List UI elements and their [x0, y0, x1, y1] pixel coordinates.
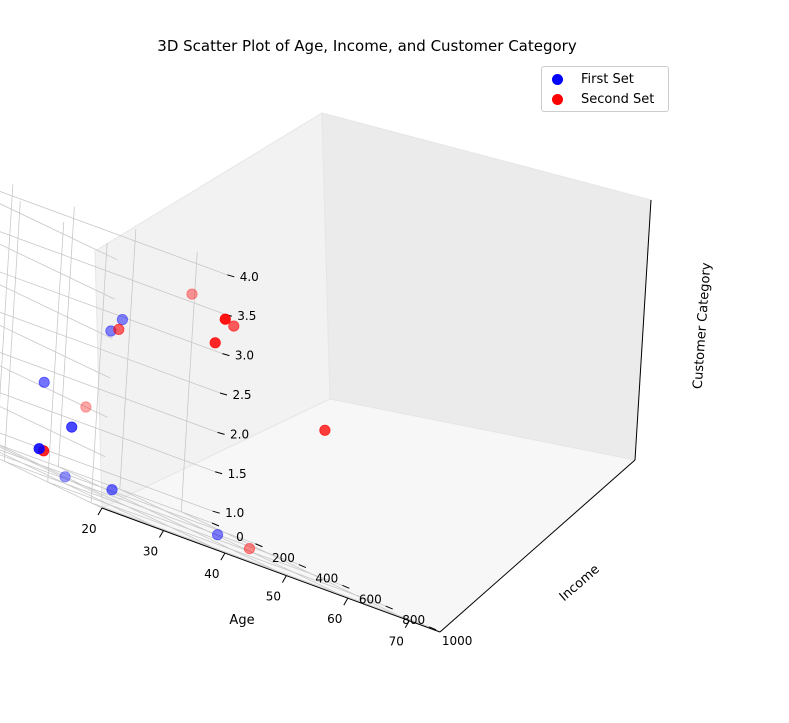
- x-tick-label: 20: [81, 522, 96, 536]
- grid-line-age: [0, 458, 103, 509]
- grid-line-category: [0, 311, 221, 394]
- grid-line-category: [0, 284, 113, 339]
- axes: [101, 199, 652, 633]
- grid-line-category: [0, 392, 216, 473]
- x-tick-label: 50: [266, 590, 281, 604]
- tick-marks: [97, 274, 437, 631]
- data-point-second-set: [80, 401, 92, 413]
- x-tick-mark: [159, 530, 164, 538]
- grid-line-income: [91, 502, 430, 628]
- data-point-second-set: [243, 542, 256, 555]
- grid-line-income: [0, 444, 213, 524]
- legend-item-second-set: Second Set: [552, 92, 654, 107]
- y-tick-mark: [428, 626, 437, 631]
- grid-line-category: [0, 446, 103, 497]
- y-tick-mark: [342, 584, 350, 589]
- data-point-first-set: [38, 376, 50, 388]
- grid-line-income: [0, 449, 256, 545]
- data-point-second-set: [209, 337, 221, 349]
- z-tick-mark: [215, 471, 223, 475]
- legend: First Set Second Set: [541, 66, 669, 112]
- y-axis-line: [439, 459, 636, 633]
- data-point-second-set: [319, 424, 331, 436]
- z-tick-mark: [217, 431, 225, 435]
- x-axis-line: [101, 507, 441, 633]
- legend-label: First Set: [581, 72, 634, 87]
- grid-line-age: [0, 445, 226, 554]
- grid-line-age: [181, 511, 410, 622]
- data-point-second-set: [228, 320, 240, 332]
- grid-line-age: [0, 451, 164, 531]
- x-tick-mark: [343, 597, 349, 606]
- legend-marker: [552, 94, 563, 105]
- z-tick-label: 2.0: [230, 427, 249, 441]
- z-axis-label: Customer Category: [691, 262, 715, 390]
- chart-title: 3D Scatter Plot of Age, Income, and Cust…: [157, 37, 577, 55]
- x-tick-label: 70: [389, 635, 404, 649]
- grid-line-age: [58, 466, 287, 576]
- grid-line-age: [119, 488, 348, 599]
- grid-line-category: [0, 243, 116, 300]
- x-tick-label: 60: [327, 612, 342, 626]
- data-point-first-set: [33, 443, 45, 455]
- data-point-first-set: [116, 313, 129, 326]
- grid-line-category: [0, 406, 106, 458]
- grid-line-income: [4, 460, 343, 586]
- z-tick-label: 2.5: [232, 388, 251, 402]
- legend-item-first-set: First Set: [552, 72, 634, 87]
- grid-line-category: [0, 352, 218, 433]
- grid-line-category: [0, 231, 225, 315]
- z-tick-mark: [222, 353, 230, 357]
- y-tick-mark: [211, 522, 220, 527]
- grid-line-income: [0, 454, 299, 565]
- y-tick-label: 200: [272, 551, 295, 565]
- z-tick-label: 4.0: [240, 270, 259, 284]
- data-point-second-set: [113, 323, 125, 335]
- grid-line-category: [0, 365, 108, 418]
- z-tick-label: 3.0: [235, 349, 254, 363]
- grid-line-age: [0, 184, 14, 401]
- y-tick-label: 600: [359, 592, 382, 606]
- legend-marker: [552, 74, 563, 85]
- y-tick-label: 1000: [442, 634, 473, 648]
- data-point-first-set: [212, 529, 224, 541]
- x-tick-mark: [97, 507, 103, 516]
- y-axis-label: Income: [557, 562, 603, 605]
- y-tick-mark: [255, 543, 263, 548]
- grid-line-income: [47, 481, 386, 607]
- x-axis-label: Age: [229, 613, 254, 628]
- x-tick-label: 40: [204, 567, 219, 581]
- legend-label: Second Set: [581, 92, 655, 107]
- y-tick-label: 800: [402, 613, 425, 627]
- z-tick-label: 1.5: [228, 467, 247, 481]
- tick-labels: 20 30 40 50 60 70 0 200 400 600 800 1000 1.0 1.5 2.0 2.…: [81, 270, 472, 649]
- grid-line-category: [0, 203, 118, 261]
- grid-lines: [0, 184, 430, 628]
- y-tick-label: 0: [236, 530, 244, 544]
- grid-line-category: [0, 191, 228, 276]
- z-axis-line: [634, 199, 652, 461]
- x-tick-mark: [404, 620, 410, 628]
- data-point-second-set: [186, 288, 198, 300]
- data-point-first-set: [59, 471, 71, 483]
- data-point-first-set: [106, 484, 118, 496]
- z-tick-mark: [219, 392, 228, 396]
- y-tick-mark: [298, 564, 307, 568]
- x-tick-mark: [281, 575, 287, 583]
- grid-line-category: [0, 271, 223, 354]
- z-tick-mark: [212, 510, 220, 514]
- y-tick-mark: [385, 605, 393, 610]
- x-tick-mark: [220, 552, 226, 561]
- y-tick-label: 400: [315, 572, 338, 586]
- x-tick-label: 30: [143, 545, 158, 559]
- z-tick-label: 1.0: [225, 506, 244, 520]
- grid-line-category: [0, 324, 111, 379]
- data-point-first-set: [66, 421, 78, 433]
- z-tick-mark: [227, 274, 235, 278]
- data-point-second-set: [219, 313, 231, 325]
- z-tick-label: 3.5: [237, 309, 256, 323]
- data-points: [33, 288, 331, 555]
